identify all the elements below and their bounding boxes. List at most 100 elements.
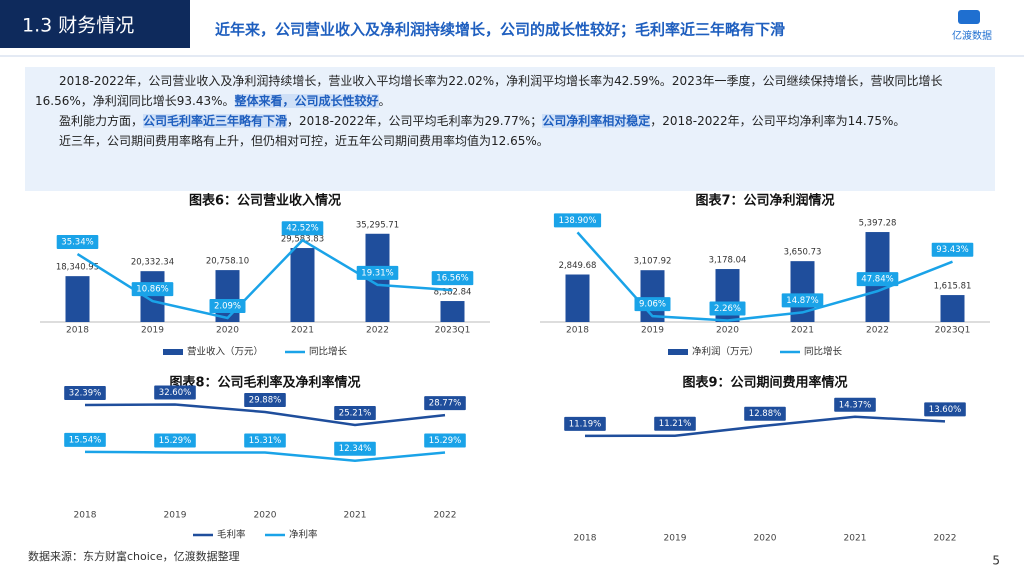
legend-label: 同比增长 <box>309 346 348 358</box>
line-value-label: 12.34% <box>339 444 371 454</box>
x-tick-label: 2021 <box>344 511 367 521</box>
x-tick-label: 2019 <box>664 534 687 544</box>
x-tick-label: 2019 <box>641 326 664 336</box>
slide-title: 近年来，公司营业收入及净利润持续增长，公司的成长性较好；毛利率近三年略有下滑 <box>215 21 785 39</box>
value-label-box <box>154 385 196 400</box>
value-label-box <box>431 271 474 286</box>
x-tick-label: 2021 <box>791 326 814 336</box>
x-tick-label: 2021 <box>844 534 867 544</box>
line <box>84 403 446 427</box>
x-tick-label: 2018 <box>566 326 589 336</box>
line <box>84 450 446 462</box>
legend-label: 净利率 <box>289 529 318 541</box>
bar <box>565 274 590 322</box>
chart-title: 图表7：公司净利润情况 <box>695 193 834 209</box>
line-value-label: 47.84% <box>861 275 893 285</box>
line-value-label: 14.37% <box>839 400 871 410</box>
value-label-box <box>709 301 746 316</box>
line-value-label: 42.52% <box>286 224 318 234</box>
bar-value-label: 8,382.84 <box>434 288 472 298</box>
value-label-box <box>744 406 786 421</box>
highlight-text: 公司净利率相对稳定 <box>542 114 651 128</box>
x-tick-label: 2020 <box>716 326 739 336</box>
x-tick-label: 2023Q1 <box>435 326 471 336</box>
line-value-label: 15.54% <box>69 435 101 445</box>
line-value-label: 15.31% <box>249 436 281 446</box>
highlight-text: 公司毛利率近三年略有下滑 <box>143 114 288 128</box>
legend-label: 净利润（万元） <box>692 346 759 358</box>
line-value-label: 28.77% <box>429 399 461 409</box>
body-text: 近三年，公司期间费用率略有上升，但仍相对可控，近五年公司期间费用率均值为12.6… <box>59 134 549 148</box>
line-value-label: 25.21% <box>339 408 371 418</box>
value-label-box <box>924 402 966 417</box>
summary-box: 2018-2022年，公司营业收入及净利润持续增长，营业收入平均增长率为22.0… <box>25 67 995 191</box>
x-tick-label: 2021 <box>291 326 314 336</box>
bar-value-label: 1,615.81 <box>934 282 972 292</box>
logo-text: 亿渡数据 <box>952 29 992 42</box>
bar <box>940 295 965 322</box>
legend-swatch <box>668 349 688 355</box>
line-value-label: 16.56% <box>436 274 468 284</box>
line-value-label: 15.29% <box>429 436 461 446</box>
x-tick-label: 2022 <box>866 326 889 336</box>
line-value-label: 19.31% <box>361 268 393 278</box>
x-tick-label: 2020 <box>254 511 277 521</box>
value-label-box <box>154 433 196 448</box>
legend-label: 营业收入（万元） <box>187 346 263 358</box>
bar-value-label: 2,849.68 <box>559 261 597 271</box>
bar <box>640 270 665 322</box>
bar <box>290 248 315 322</box>
line-value-label: 14.87% <box>786 296 818 306</box>
section-badge <box>0 0 190 48</box>
x-tick-label: 2020 <box>754 534 777 544</box>
summary-paragraph: 2018-2022年，公司营业收入及净利润持续增长，营业收入平均增长率为22.0… <box>35 71 985 111</box>
legend-label: 同比增长 <box>804 346 843 358</box>
value-label-box <box>553 213 602 228</box>
line-value-label: 12.88% <box>749 409 781 419</box>
bar <box>440 301 465 322</box>
value-label-box <box>424 396 466 411</box>
chart-title: 图表8：公司毛利率及净利率情况 <box>169 375 360 391</box>
bar <box>215 270 240 322</box>
x-tick-label: 2022 <box>434 511 457 521</box>
bar-value-label: 20,758.10 <box>206 257 249 267</box>
body-text: 。 <box>378 94 391 108</box>
x-tick-label: 2020 <box>216 326 239 336</box>
highlight-text: 整体来看，公司成长性较好 <box>234 94 379 108</box>
bar-value-label: 5,397.28 <box>859 219 897 229</box>
body-text: ，2018-2022年，公司平均净利率为14.75%。 <box>650 114 906 128</box>
bar <box>65 276 90 322</box>
value-label-box <box>424 433 466 448</box>
line-value-label: 29.88% <box>249 396 281 406</box>
x-tick-label: 2018 <box>66 326 89 336</box>
value-label-box <box>834 397 876 412</box>
line-value-label: 138.90% <box>559 216 597 226</box>
value-label-box <box>356 265 399 280</box>
body-text: ，2018-2022年，公司平均毛利率为29.77%； <box>287 114 543 128</box>
line-value-label: 11.21% <box>659 419 691 429</box>
line-value-label: 11.19% <box>569 419 601 429</box>
bar-value-label: 18,340.95 <box>56 263 99 273</box>
value-label-box <box>781 293 824 308</box>
line <box>584 415 946 438</box>
body-text: 盈利能力方面， <box>59 114 144 128</box>
bar-value-label: 35,295.71 <box>356 220 399 230</box>
x-tick-label: 2019 <box>141 326 164 336</box>
x-tick-label: 2018 <box>74 511 97 521</box>
chart-title: 图表6：公司营业收入情况 <box>189 193 341 209</box>
value-label-box <box>931 242 974 257</box>
value-label-box <box>244 393 286 407</box>
line-value-label: 13.60% <box>929 405 961 415</box>
value-label-box <box>334 405 376 420</box>
value-label-box <box>654 416 696 431</box>
value-label-box <box>244 433 286 448</box>
value-label-box <box>131 282 174 297</box>
line-value-label: 15.29% <box>159 436 191 446</box>
page-number: 5 <box>992 554 1000 568</box>
logo-mark <box>958 10 980 24</box>
source-note: 数据来源：东方财富choice，亿渡数据整理 <box>28 549 240 563</box>
bar-value-label: 3,107.92 <box>634 257 672 267</box>
value-label-box <box>56 235 99 250</box>
value-label-box <box>564 416 606 431</box>
